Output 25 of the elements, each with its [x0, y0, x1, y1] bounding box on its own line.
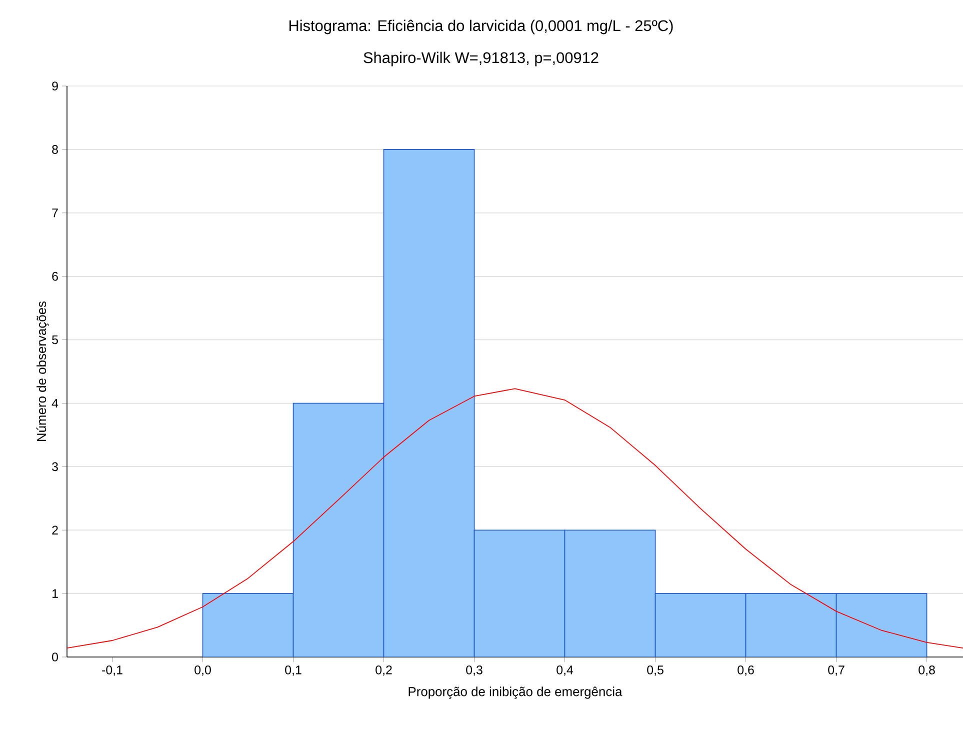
y-tick-label: 5	[52, 335, 58, 344]
x-tick-label: 0,6	[738, 666, 754, 676]
y-tick-label: 7	[52, 208, 58, 218]
y-tick-label: 9	[52, 82, 58, 90]
x-tick-label: 0,1	[285, 666, 302, 676]
chart-title: Histograma: Eficiência do larvicida (0,0001 mg/L - 25ºC)	[289, 20, 673, 34]
y-tick-label: 4	[52, 398, 58, 408]
chart-subtitle: Shapiro-Wilk W=,91813, p=,00912	[364, 52, 598, 66]
x-tick-label: 0,7	[828, 666, 844, 676]
x-tick-label: 0,8	[918, 666, 935, 676]
y-tick-label: 2	[52, 526, 58, 534]
y-tick-label: 3	[52, 462, 58, 472]
x-tick-label: 0,4	[556, 666, 574, 676]
x-axis-title: Proporção de inibição de emergência	[408, 686, 622, 699]
line-series	[67, 388, 963, 649]
y-axis-title: Número de observações	[36, 301, 49, 441]
y-tick-label: 1	[52, 589, 58, 598]
x-tick-label: 0,5	[647, 666, 664, 676]
y-tick-label: 8	[52, 145, 58, 154]
x-tick-label: 0,0	[194, 666, 211, 676]
x-tick-label: 0,2	[376, 666, 392, 676]
y-tick-label: 6	[52, 272, 58, 281]
y-tick-label: 0	[52, 652, 58, 662]
x-tick-label: 0,3	[466, 666, 482, 676]
x-tick-label: -0,1	[102, 666, 122, 676]
